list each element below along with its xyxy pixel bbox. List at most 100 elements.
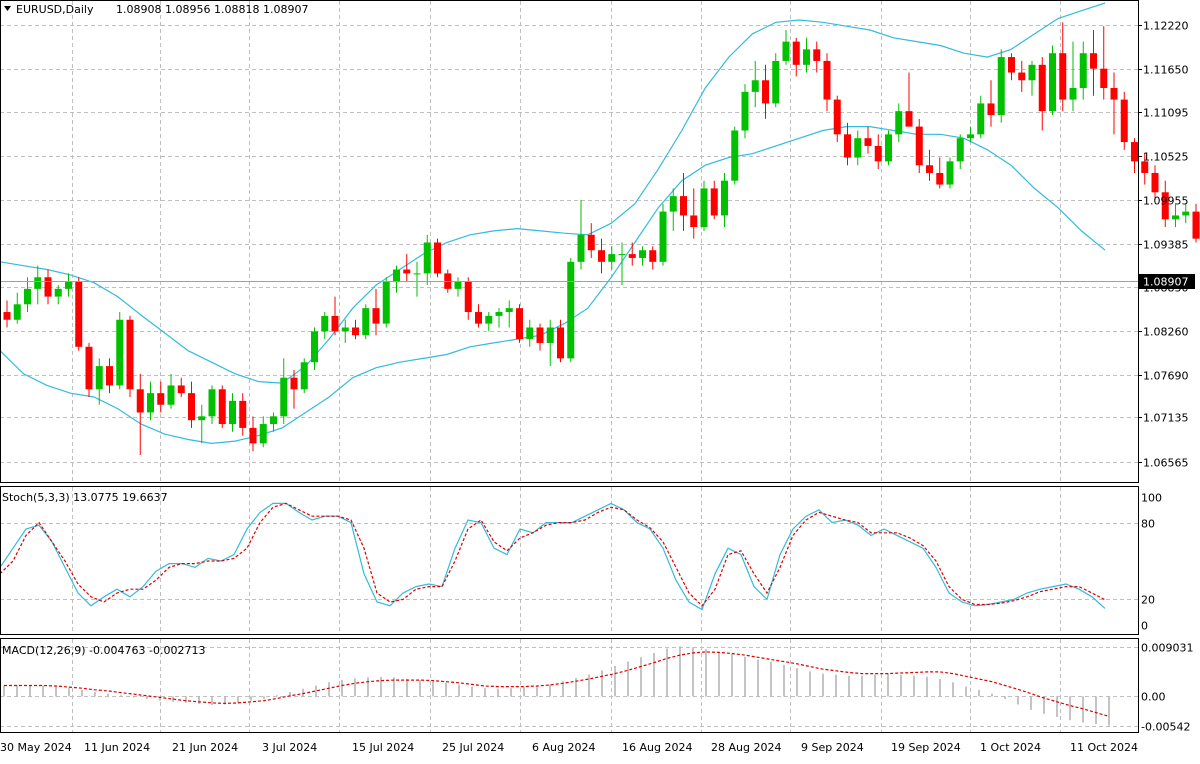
candle-body[interactable] bbox=[1090, 53, 1097, 69]
candle-body[interactable] bbox=[926, 165, 933, 173]
candle-body[interactable] bbox=[157, 393, 165, 405]
candle-body[interactable] bbox=[977, 103, 985, 135]
candle-body[interactable] bbox=[147, 393, 154, 413]
candle-body[interactable] bbox=[628, 254, 636, 258]
candle-body[interactable] bbox=[1141, 161, 1149, 173]
candle-body[interactable] bbox=[249, 427, 257, 444]
candle-body[interactable] bbox=[598, 250, 605, 262]
candle-body[interactable] bbox=[393, 269, 400, 282]
candle-body[interactable] bbox=[65, 281, 72, 289]
candle-body[interactable] bbox=[259, 424, 267, 444]
candle-body[interactable] bbox=[54, 288, 62, 297]
candle-body[interactable] bbox=[198, 416, 206, 421]
candle-body[interactable] bbox=[1028, 64, 1036, 81]
candle-body[interactable] bbox=[659, 211, 667, 262]
candle-body[interactable] bbox=[321, 315, 329, 332]
candle-body[interactable] bbox=[331, 315, 339, 332]
candle-body[interactable] bbox=[690, 215, 698, 228]
candle-body[interactable] bbox=[854, 138, 862, 158]
candle-body[interactable] bbox=[352, 327, 359, 336]
candle-body[interactable] bbox=[1172, 215, 1179, 220]
candle-body[interactable] bbox=[905, 111, 913, 127]
candle-body[interactable] bbox=[536, 327, 544, 343]
candle-body[interactable] bbox=[1161, 192, 1169, 220]
stoch-panel[interactable] bbox=[0, 487, 1138, 634]
candle-body[interactable] bbox=[1018, 72, 1026, 81]
candle-body[interactable] bbox=[218, 389, 226, 425]
candle-body[interactable] bbox=[618, 254, 626, 256]
candle-body[interactable] bbox=[106, 366, 113, 386]
candle-body[interactable] bbox=[731, 130, 739, 181]
candle-body[interactable] bbox=[577, 234, 585, 262]
candle-body[interactable] bbox=[546, 327, 554, 343]
candle-body[interactable] bbox=[885, 134, 892, 162]
candle-body[interactable] bbox=[710, 188, 718, 216]
candle-body[interactable] bbox=[208, 389, 216, 417]
candles[interactable] bbox=[3, 22, 1200, 455]
candle-body[interactable] bbox=[956, 138, 964, 162]
candle-body[interactable] bbox=[280, 377, 288, 417]
candle-body[interactable] bbox=[495, 312, 503, 316]
candle-body[interactable] bbox=[413, 273, 421, 275]
candle-body[interactable] bbox=[372, 308, 380, 324]
candle-body[interactable] bbox=[188, 393, 195, 421]
candle-body[interactable] bbox=[85, 346, 93, 390]
symbol-dropdown-icon[interactable] bbox=[4, 6, 11, 11]
price-panel[interactable] bbox=[0, 1, 1200, 482]
candle-body[interactable] bbox=[95, 366, 103, 390]
candle-body[interactable] bbox=[1008, 57, 1015, 73]
candle-body[interactable] bbox=[1120, 99, 1128, 143]
candle-body[interactable] bbox=[1192, 211, 1200, 239]
candle-body[interactable] bbox=[803, 49, 810, 65]
candle-body[interactable] bbox=[403, 269, 411, 274]
candle-body[interactable] bbox=[34, 277, 42, 289]
candle-body[interactable] bbox=[813, 49, 821, 61]
candle-body[interactable] bbox=[1151, 172, 1159, 193]
candle-body[interactable] bbox=[126, 319, 134, 390]
candle-body[interactable] bbox=[741, 91, 749, 131]
candle-body[interactable] bbox=[864, 138, 872, 146]
candle-body[interactable] bbox=[792, 41, 800, 65]
candle-body[interactable] bbox=[833, 99, 841, 135]
candle-body[interactable] bbox=[772, 60, 780, 104]
candle-body[interactable] bbox=[721, 180, 728, 216]
candle-body[interactable] bbox=[762, 80, 769, 104]
candle-body[interactable] bbox=[946, 161, 954, 185]
candle-body[interactable] bbox=[1182, 211, 1190, 216]
candle-body[interactable] bbox=[751, 80, 759, 92]
candle-body[interactable] bbox=[557, 327, 564, 359]
candle-body[interactable] bbox=[649, 250, 657, 262]
candle-body[interactable] bbox=[116, 319, 124, 386]
candle-body[interactable] bbox=[229, 400, 236, 425]
candle-body[interactable] bbox=[3, 312, 11, 320]
symbol-label[interactable]: EURUSD,Daily bbox=[16, 3, 94, 16]
macd-panel[interactable] bbox=[0, 639, 1138, 732]
candle-body[interactable] bbox=[270, 416, 277, 425]
candle-body[interactable] bbox=[423, 242, 431, 274]
candle-body[interactable] bbox=[874, 145, 882, 162]
candle-body[interactable] bbox=[639, 250, 646, 258]
candle-body[interactable] bbox=[362, 308, 370, 336]
candle-body[interactable] bbox=[167, 385, 175, 405]
candle-body[interactable] bbox=[1049, 53, 1056, 112]
candle-body[interactable] bbox=[341, 327, 349, 332]
candle-body[interactable] bbox=[680, 196, 687, 216]
candle-body[interactable] bbox=[1100, 68, 1108, 88]
candle-body[interactable] bbox=[967, 134, 974, 139]
candle-body[interactable] bbox=[1131, 142, 1138, 162]
candle-body[interactable] bbox=[1038, 64, 1046, 112]
candle-body[interactable] bbox=[454, 281, 462, 289]
candle-body[interactable] bbox=[382, 281, 390, 324]
candle-body[interactable] bbox=[1079, 53, 1087, 88]
candle-body[interactable] bbox=[1059, 53, 1067, 100]
candle-body[interactable] bbox=[669, 196, 677, 212]
candle-body[interactable] bbox=[24, 288, 31, 305]
candle-body[interactable] bbox=[136, 389, 144, 413]
candle-body[interactable] bbox=[895, 111, 903, 135]
candle-body[interactable] bbox=[505, 308, 513, 313]
candle-body[interactable] bbox=[290, 377, 298, 390]
candle-body[interactable] bbox=[844, 134, 851, 158]
candle-body[interactable] bbox=[177, 385, 185, 394]
candle-body[interactable] bbox=[1069, 87, 1077, 100]
